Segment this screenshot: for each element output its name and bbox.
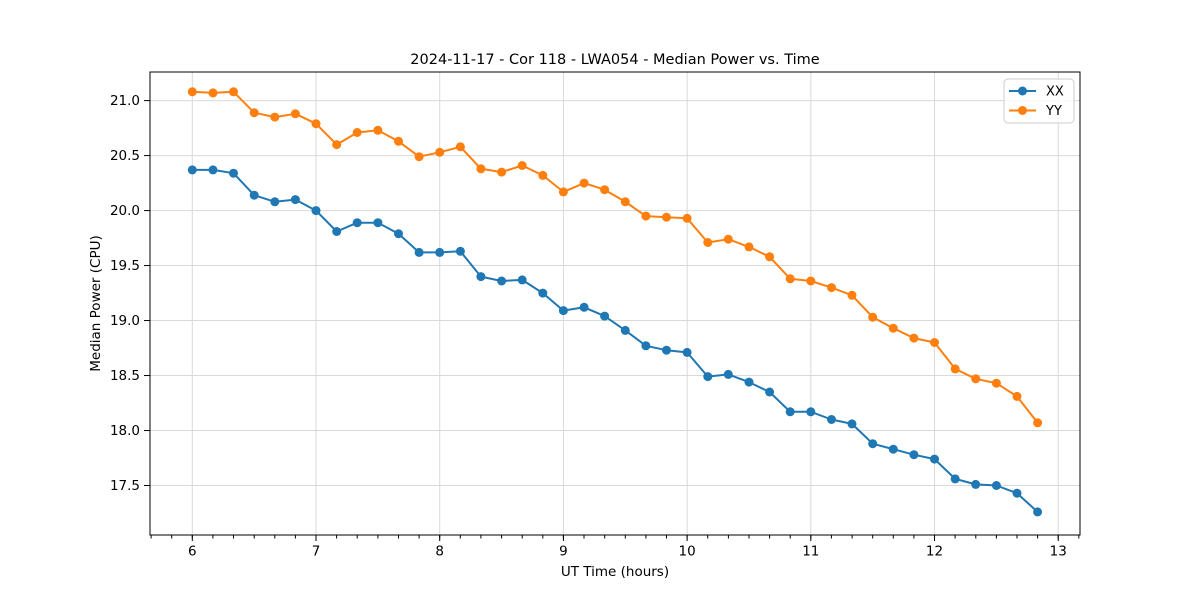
y-axis-label: Median Power (CPU): [88, 235, 104, 371]
legend-label: XX: [1046, 85, 1064, 100]
chart-title: 2024-11-17 - Cor 118 - LWA054 - Median P…: [410, 52, 819, 68]
x-tick-label: 8: [435, 544, 444, 560]
y-tick-label: 21.0: [110, 93, 140, 109]
x-tick-label: 12: [926, 544, 943, 560]
legend-label: YY: [1045, 104, 1062, 119]
x-tick-label: 9: [559, 544, 568, 560]
x-tick-label: 11: [802, 544, 819, 560]
x-tick-labels: 6 7 8 9 10 11 12 13: [188, 544, 1067, 560]
legend-entry-YY: YY: [1009, 104, 1062, 119]
y-tick-label: 19.5: [110, 258, 140, 274]
legend: XX YY: [1003, 78, 1075, 124]
axis-ticks: [144, 100, 1080, 541]
gridlines: [150, 72, 1080, 535]
y-tick-label: 19.0: [110, 313, 140, 329]
x-tick-label: 6: [188, 544, 197, 560]
y-tick-label: 20.0: [110, 203, 140, 219]
x-tick-label: 10: [679, 544, 696, 560]
y-tick-label: 17.5: [110, 478, 140, 494]
y-tick-label: 20.5: [110, 148, 140, 164]
y-tick-label: 18.5: [110, 368, 140, 384]
legend-entry-XX: XX: [1009, 85, 1064, 100]
x-tick-label: 7: [312, 544, 321, 560]
legend-marker: [1018, 86, 1027, 96]
y-tick-label: 18.0: [110, 423, 140, 439]
series-YY: [187, 87, 1043, 428]
x-axis-label: UT Time (hours): [561, 564, 669, 580]
legend-marker: [1018, 106, 1027, 115]
series-YY-markers: [187, 87, 1043, 428]
x-tick-label: 13: [1050, 544, 1067, 560]
series-XX-markers: [187, 165, 1043, 517]
y-tick-labels: 17.5 18.0 18.5 19.0 19.5 20.0 20.5 21.0: [110, 93, 140, 494]
series-XX: [187, 165, 1043, 517]
plot-border: [149, 71, 1081, 536]
